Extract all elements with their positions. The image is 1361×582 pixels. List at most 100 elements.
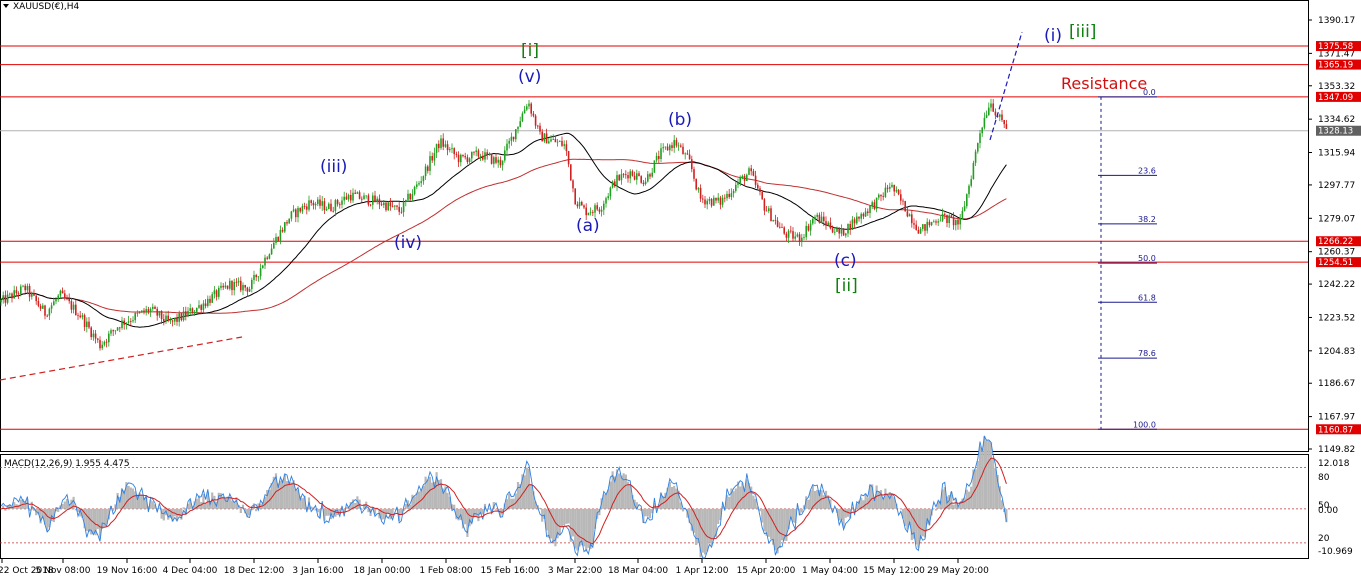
candle-body [35, 295, 37, 302]
time-tick-label: 1 Apr 12:00 [676, 566, 729, 576]
candle-body [710, 199, 713, 206]
candle-body [319, 199, 321, 206]
candle-body [655, 156, 658, 161]
candle-body [262, 265, 264, 269]
candle-body [838, 228, 840, 234]
candles [0, 98, 1008, 351]
candle-body [400, 211, 403, 213]
candle-body [552, 138, 554, 140]
candle-body [893, 184, 895, 192]
candle-body [215, 290, 218, 297]
candle-body [105, 341, 108, 343]
candle-body [1001, 114, 1003, 121]
horizontal-levels [0, 45, 1308, 430]
candle-body [482, 155, 484, 160]
candle-body [534, 115, 537, 126]
candle-body [352, 192, 354, 201]
candle-body [402, 201, 405, 213]
price-tick-label: 1390.17 [1318, 16, 1355, 26]
candle-body [614, 181, 616, 187]
candle-body [138, 312, 141, 314]
candle-body [721, 197, 724, 205]
candle-body [567, 151, 570, 165]
candle-body [660, 148, 662, 159]
candle-body [946, 214, 948, 224]
price-tag-bg-6 [1316, 424, 1361, 435]
dropdown-triangle-icon[interactable] [3, 4, 9, 8]
candle-body [572, 180, 574, 189]
candle-body [242, 284, 244, 291]
candle-body [726, 193, 728, 199]
candle-body [563, 144, 565, 146]
price-tag-label: 1254.51 [1318, 258, 1353, 268]
candle-body [4, 295, 7, 303]
candle-body [585, 207, 587, 216]
candle-body [174, 318, 176, 322]
candle-body [28, 285, 31, 297]
main-panel-frame [0, 0, 1309, 452]
candle-body [281, 229, 284, 232]
candle-body [297, 207, 299, 218]
candle-body [154, 306, 156, 309]
candle-body [944, 213, 946, 215]
wave-label-c: (c) [834, 251, 857, 271]
candle-body [618, 175, 620, 181]
candle-body [884, 187, 887, 197]
candle-body [889, 186, 891, 189]
candle-body [928, 221, 931, 226]
candle-body [383, 202, 385, 206]
candle-body [273, 242, 275, 249]
candle-body [763, 199, 766, 211]
candle-body [255, 275, 257, 278]
candle-body [691, 159, 693, 170]
candle-body [222, 285, 224, 288]
candle-body [748, 168, 750, 175]
candle-body [781, 227, 783, 228]
candle-body [42, 305, 44, 309]
time-tick-label: 5 Nov 08:00 [36, 566, 91, 576]
time-tick-label: 18 Dec 12:00 [224, 566, 285, 576]
candle-body [875, 197, 878, 209]
candle-body [765, 210, 768, 212]
candle-body [807, 225, 810, 231]
time-tick-label: 15 Apr 20:00 [737, 566, 796, 576]
candle-body [812, 218, 814, 224]
candle-body [794, 236, 796, 239]
candle-body [116, 327, 119, 331]
candle-body [992, 103, 994, 112]
price-tick-label: 1149.82 [1318, 445, 1355, 455]
candle-body [988, 107, 990, 116]
candle-body [490, 154, 493, 164]
price-tick-label: 1186.67 [1318, 379, 1355, 389]
time-tick-label: 3 Jan 16:00 [292, 566, 344, 576]
candle-body [823, 216, 825, 222]
candle-body [246, 287, 249, 292]
time-tick-label: 18 Mar 04:00 [608, 566, 668, 576]
candle-body [882, 196, 884, 198]
candle-body [33, 293, 35, 296]
candle-body [640, 176, 642, 183]
candle-body [961, 210, 964, 218]
candle-body [600, 209, 603, 212]
candle-body [264, 257, 266, 266]
candle-body [853, 219, 856, 224]
wave-label-iii-minor: [iii] [1069, 22, 1096, 42]
price-tick-label: 1204.83 [1318, 347, 1355, 357]
candle-body [405, 199, 407, 202]
candle-body [820, 216, 823, 223]
candle-body [908, 214, 911, 217]
candle-body [460, 154, 462, 163]
candle-body [895, 189, 898, 192]
candle-body [354, 192, 356, 194]
candle-body [704, 199, 706, 205]
price-tag-label: 1347.09 [1318, 93, 1353, 103]
candle-body [358, 192, 361, 199]
candle-body [411, 194, 414, 200]
candle-body [343, 196, 345, 201]
candle-body [369, 204, 372, 206]
candle-body [757, 184, 759, 189]
candle-body [493, 157, 495, 164]
fib-label-61-8: 61.8 [1138, 293, 1156, 302]
chart-title: XAUUSD(€),H4 [13, 2, 80, 12]
